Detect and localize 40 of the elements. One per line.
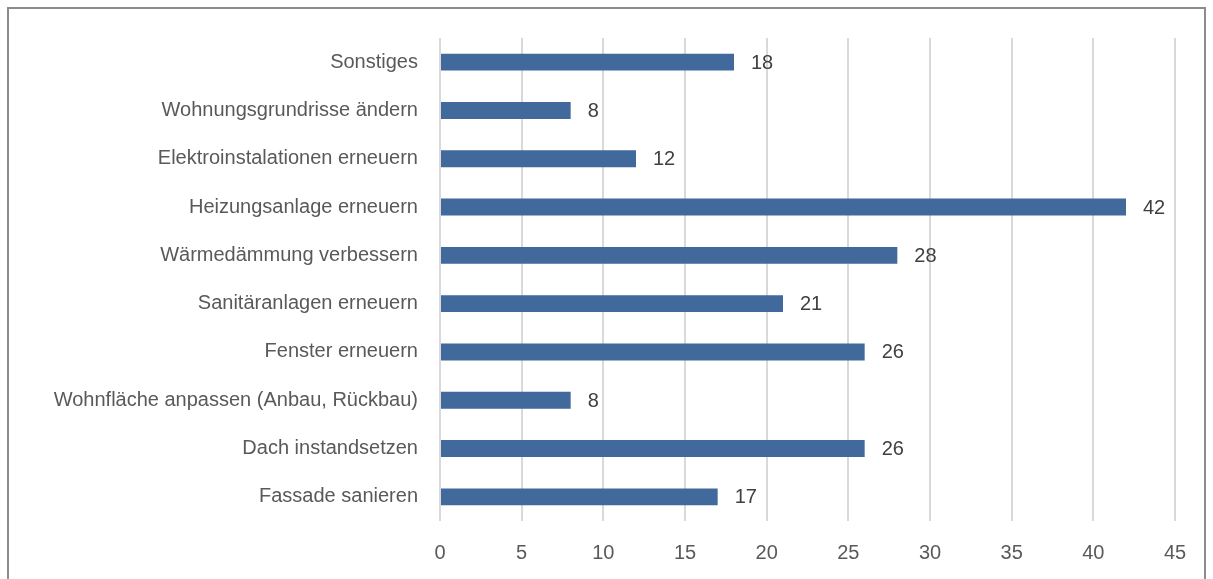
data-label: 12 (653, 147, 676, 170)
data-label: 18 (751, 50, 774, 73)
y-tick-label: Wohnfläche anpassen (Anbau, Rückbau) (53, 387, 418, 410)
y-tick-label: Elektroinstalationen erneuern (157, 146, 418, 169)
data-label: 26 (881, 340, 904, 363)
data-label: 17 (734, 485, 757, 508)
bar (441, 488, 718, 506)
bar (441, 198, 1126, 216)
y-tick-label: Fassade sanieren (259, 484, 418, 507)
bar (441, 343, 865, 361)
bar (441, 150, 636, 168)
y-tick-label: Wohnungsgrundrisse ändern (161, 97, 418, 120)
data-label: 8 (587, 388, 599, 411)
x-tick-label: 20 (755, 540, 778, 563)
bar (441, 246, 898, 264)
x-tick-label: 5 (516, 540, 528, 563)
y-tick-label: Wärmedämmung verbessern (160, 242, 418, 265)
bar (441, 391, 571, 409)
y-tick-label: Sanitäranlagen erneuern (197, 291, 418, 314)
x-tick-label: 25 (837, 540, 860, 563)
x-tick-label: 45 (1163, 540, 1187, 563)
y-tick-label: Dach instandsetzen (242, 436, 418, 459)
data-label: 42 (1143, 195, 1166, 218)
x-tick-label: 30 (918, 540, 942, 563)
x-tick-label: 35 (1000, 540, 1023, 563)
y-tick-label: Sonstiges (330, 49, 418, 72)
x-tick-label: 15 (673, 540, 697, 563)
data-label: 8 (587, 98, 599, 121)
bar (441, 295, 783, 313)
x-tick-label: 0 (434, 540, 446, 563)
y-tick-label: Fenster erneuern (264, 339, 418, 362)
data-label: 28 (914, 243, 937, 266)
bar (441, 102, 571, 119)
data-label: 26 (881, 437, 904, 460)
y-tick-label: Heizungsanlage erneuern (188, 194, 418, 217)
bar (441, 440, 865, 457)
bar (441, 53, 734, 71)
x-tick-label: 40 (1082, 540, 1105, 563)
x-tick-label: 10 (592, 540, 615, 563)
data-label: 21 (800, 292, 823, 315)
